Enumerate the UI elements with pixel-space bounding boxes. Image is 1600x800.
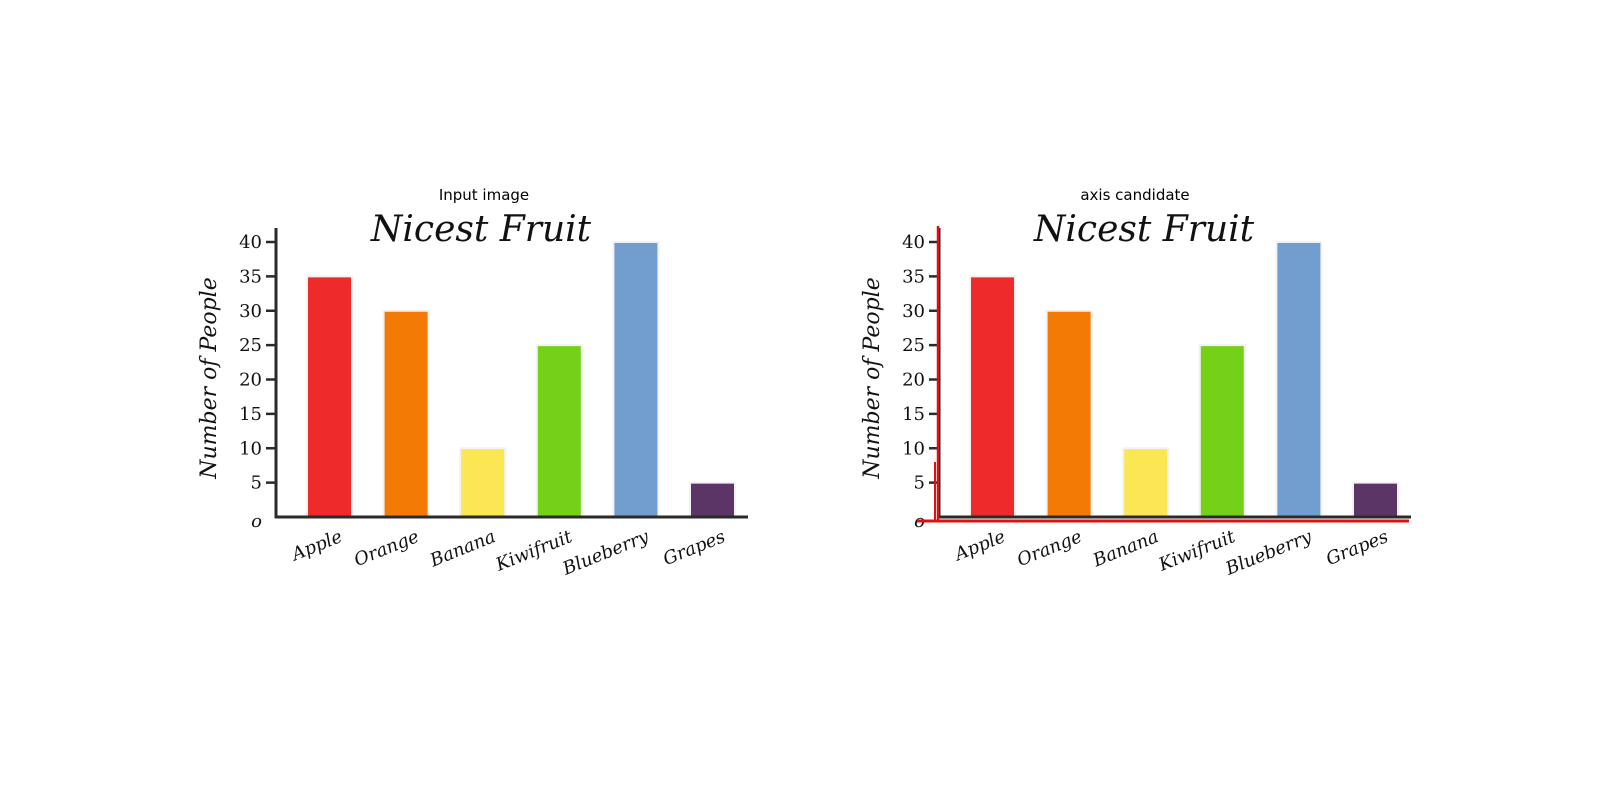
left-y-axis-label: Number of People <box>197 277 222 480</box>
left-y-tick-label-15: 15 <box>239 404 262 425</box>
right-y-axis-label: Number of People <box>860 277 885 480</box>
left-y-tick-label-30: 30 <box>239 301 262 322</box>
right-y-tick-label-30: 30 <box>902 301 925 322</box>
left-bar-banana <box>459 447 507 518</box>
right-x-tick-label-orange: Orange <box>1014 526 1085 571</box>
left-bar-grapes <box>689 481 736 518</box>
left-y-tick-label-35: 35 <box>239 266 262 287</box>
left-chart: Nicest Fruit Number of People o 5 10 15 20 25 30… <box>197 209 748 580</box>
right-y-tick-label-5: 5 <box>914 473 925 494</box>
left-y-tick-label-20: 20 <box>239 370 262 391</box>
left-bar-apple <box>306 275 353 518</box>
left-chart-title: Nicest Fruit <box>370 209 592 250</box>
left-panel-title: Input image <box>438 186 530 204</box>
left-x-tick-label-orange: Orange <box>351 526 422 571</box>
left-y-tick-label-5: 5 <box>251 473 262 494</box>
right-y-tick-label-20: 20 <box>902 370 925 391</box>
right-x-tick-label-apple: Apple <box>950 526 1008 566</box>
right-bar-blueberry <box>1275 241 1323 518</box>
right-bar-apple <box>969 275 1016 518</box>
left-bar-orange <box>382 309 430 518</box>
right-chart-title: Nicest Fruit <box>1033 209 1255 250</box>
right-y-tick-label-15: 15 <box>902 404 925 425</box>
right-bar-grapes <box>1352 481 1399 518</box>
right-x-tick-label-banana: Banana <box>1089 526 1161 572</box>
left-y-tick-label-40: 40 <box>239 232 262 253</box>
right-y-tick-label-35: 35 <box>902 266 925 287</box>
right-y-tick-label-25: 25 <box>902 335 925 356</box>
right-y-tick-label-40: 40 <box>902 232 925 253</box>
left-y-tick-label-10: 10 <box>239 438 262 459</box>
left-x-tick-label-blueberry: Blueberry <box>559 526 653 580</box>
right-y-tick-label-10: 10 <box>902 438 925 459</box>
right-bar-banana <box>1122 447 1170 518</box>
left-bar-kiwifruit <box>535 344 583 518</box>
right-panel-title: axis candidate <box>1080 186 1190 204</box>
left-bar-blueberry <box>612 241 660 518</box>
left-x-tick-label-grapes: Grapes <box>660 526 728 570</box>
right-bar-kiwifruit <box>1198 344 1246 518</box>
right-x-tick-label-blueberry: Blueberry <box>1222 526 1316 580</box>
left-y-tick-label-25: 25 <box>239 335 262 356</box>
right-bar-orange <box>1045 309 1093 518</box>
right-x-tick-label-grapes: Grapes <box>1323 526 1391 570</box>
left-x-tick-label-banana: Banana <box>426 526 498 572</box>
left-x-tick-label-apple: Apple <box>287 526 345 566</box>
left-y-tick-label-0: o <box>251 511 262 532</box>
